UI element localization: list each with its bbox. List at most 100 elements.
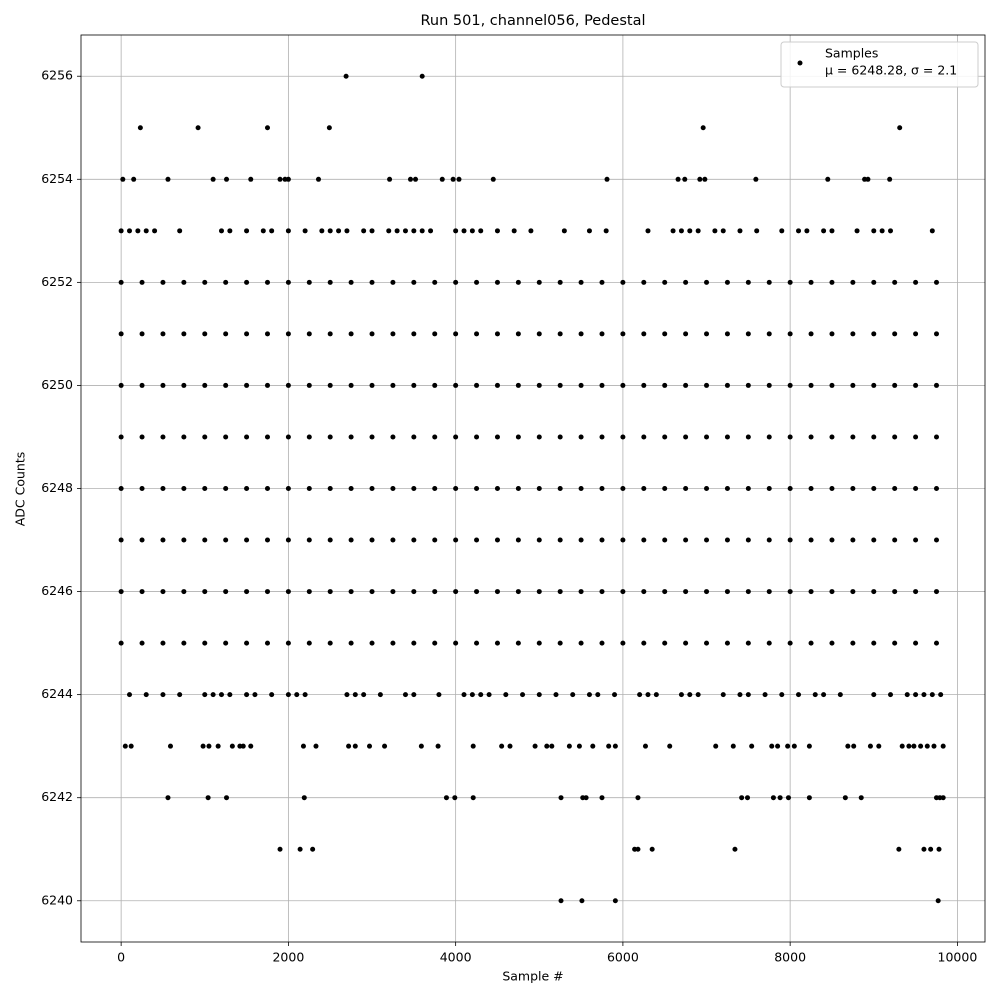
point xyxy=(411,589,417,595)
point xyxy=(297,846,303,852)
point xyxy=(202,382,208,388)
point xyxy=(202,640,208,646)
point xyxy=(683,382,689,388)
point xyxy=(865,176,871,182)
point xyxy=(913,589,919,595)
point xyxy=(352,692,358,698)
point xyxy=(302,228,308,234)
point xyxy=(557,589,563,595)
point xyxy=(796,228,802,234)
point xyxy=(160,692,166,698)
point xyxy=(745,382,751,388)
point xyxy=(532,743,538,749)
point xyxy=(938,692,944,698)
point xyxy=(436,692,442,698)
y-tick-label: 6248 xyxy=(41,480,73,495)
point xyxy=(888,228,894,234)
point xyxy=(223,486,229,491)
point xyxy=(503,692,509,698)
point xyxy=(336,228,342,234)
point xyxy=(850,486,856,491)
legend-marker xyxy=(797,60,803,66)
point xyxy=(285,537,291,543)
point xyxy=(892,434,898,440)
point xyxy=(620,331,626,337)
point xyxy=(181,382,187,388)
point xyxy=(683,434,689,440)
point xyxy=(936,846,942,852)
point xyxy=(131,176,137,182)
point xyxy=(244,434,250,440)
point xyxy=(683,279,689,285)
point xyxy=(306,331,312,337)
point xyxy=(678,228,684,234)
point xyxy=(127,692,133,698)
point xyxy=(432,537,438,543)
point xyxy=(494,279,500,285)
point xyxy=(369,537,375,543)
point xyxy=(724,279,730,285)
point xyxy=(913,434,919,440)
point xyxy=(306,434,312,440)
point xyxy=(118,537,124,543)
point xyxy=(453,486,459,491)
point xyxy=(670,228,676,234)
point xyxy=(390,640,396,646)
point xyxy=(536,640,542,646)
point xyxy=(248,176,254,182)
point xyxy=(620,434,626,440)
point xyxy=(264,125,270,131)
point xyxy=(474,331,480,337)
point xyxy=(928,846,934,852)
point xyxy=(390,434,396,440)
point xyxy=(264,537,270,543)
point xyxy=(850,279,856,285)
point xyxy=(829,537,835,543)
point xyxy=(478,692,484,698)
point xyxy=(578,279,584,285)
point xyxy=(515,589,521,595)
point xyxy=(165,795,171,801)
point xyxy=(682,176,688,182)
y-tick-label: 6250 xyxy=(41,377,73,392)
point xyxy=(892,486,898,491)
point xyxy=(432,589,438,595)
point xyxy=(850,434,856,440)
point xyxy=(704,640,710,646)
point xyxy=(202,331,208,337)
point xyxy=(825,176,831,182)
point xyxy=(766,486,772,491)
point xyxy=(277,846,283,852)
point xyxy=(871,692,877,698)
point xyxy=(933,382,939,388)
point xyxy=(785,795,791,801)
point xyxy=(808,640,814,646)
point xyxy=(285,331,291,337)
point xyxy=(206,743,212,749)
point xyxy=(244,228,250,234)
point xyxy=(411,537,417,543)
point xyxy=(612,692,618,698)
point xyxy=(143,692,149,698)
point xyxy=(474,589,480,595)
point xyxy=(118,228,124,234)
point xyxy=(933,640,939,646)
point xyxy=(787,331,793,337)
point xyxy=(181,434,187,440)
point xyxy=(411,228,417,234)
point xyxy=(595,692,601,698)
point xyxy=(327,382,333,388)
point xyxy=(494,589,500,595)
point xyxy=(348,331,354,337)
point xyxy=(118,382,124,388)
point xyxy=(160,486,166,491)
point xyxy=(432,279,438,285)
point xyxy=(892,537,898,543)
point xyxy=(704,486,710,491)
point xyxy=(745,434,751,440)
point xyxy=(749,743,755,749)
point xyxy=(796,692,802,698)
point xyxy=(301,795,307,801)
point xyxy=(419,73,425,79)
point xyxy=(118,279,124,285)
